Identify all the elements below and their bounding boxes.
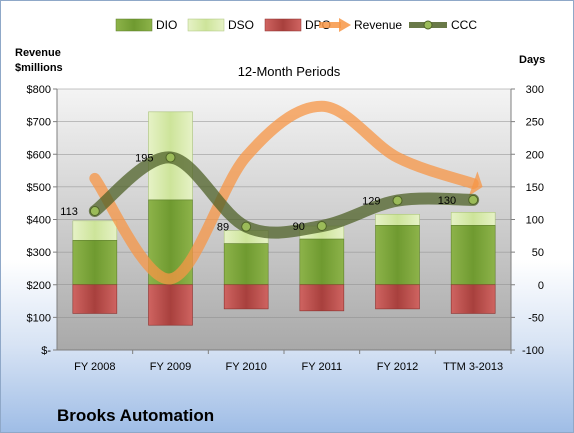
ccc-data-label: 113: [60, 206, 78, 218]
x-tick-label: TTM 3-2013: [443, 361, 503, 373]
x-axis: FY 2008 FY 2009 FY 2010 FY 2011 FY 2012 TTM 3…: [57, 349, 512, 373]
right-tick-label: 0: [538, 280, 544, 292]
right-tick-label: -100: [522, 345, 544, 357]
ccc-point: [89, 206, 100, 217]
dpo-bar: [375, 284, 420, 310]
right-tick-label: 300: [526, 84, 544, 96]
left-tick-label: $200: [27, 280, 51, 292]
left-axis-label-line1: Revenue: [15, 47, 61, 59]
ccc-series: 113 195 89 90 129 130: [60, 151, 480, 239]
left-axis-label-line2: $millions: [15, 62, 63, 74]
left-axis: $- $100 $200 $300 $400 $500 $600 $700 $800: [27, 84, 58, 357]
ccc-data-label: 90: [293, 221, 305, 233]
x-tick-label: FY 2011: [302, 361, 343, 373]
right-tick-label: 100: [526, 215, 544, 227]
left-tick-label: $800: [27, 84, 51, 96]
ccc-data-label: 195: [135, 153, 153, 165]
legend-label-dpo: DPO: [305, 18, 331, 32]
dio-bar: [375, 225, 420, 286]
left-tick-label: $700: [27, 117, 51, 129]
left-tick-label: $600: [27, 149, 51, 161]
dio-bar: [72, 240, 118, 286]
right-tick-label: 150: [526, 182, 544, 194]
ccc-data-label: 129: [362, 196, 380, 208]
dso-bar: [375, 213, 420, 226]
dpo-bar: [299, 284, 345, 312]
legend-swatch-revenue: [319, 18, 351, 32]
ccc-data-label: 130: [438, 195, 456, 207]
left-tick-label: $500: [27, 182, 51, 194]
dpo-bar: [450, 284, 496, 314]
right-tick-label: 250: [526, 117, 544, 129]
chart-title: 12-Month Periods: [238, 64, 341, 79]
revenue-arrowhead: [468, 171, 483, 196]
right-axis: -100 -50 0 50 100 150 200 250 300: [510, 84, 544, 357]
ccc-data-label: 89: [217, 222, 229, 234]
dpo-bar: [72, 284, 118, 314]
legend-swatch-dio: [115, 18, 153, 32]
company-name: Brooks Automation: [57, 406, 215, 425]
legend-swatch-ccc: [409, 20, 447, 30]
x-tick-label: FY 2010: [225, 361, 266, 373]
legend: DIO DSO DPO Revenue CCC: [115, 18, 477, 32]
legend-label-revenue: Revenue: [354, 18, 402, 32]
left-tick-label: $400: [27, 215, 51, 227]
x-tick-label: FY 2012: [377, 361, 418, 373]
legend-label-dso: DSO: [228, 18, 254, 32]
legend-swatch-dso: [187, 18, 225, 32]
ccc-point: [468, 194, 479, 205]
left-tick-label: $-: [41, 345, 51, 357]
dio-bar: [223, 243, 269, 286]
left-tick-label: $100: [27, 312, 51, 324]
dso-bar: [72, 220, 118, 241]
dpo-bar: [223, 284, 269, 310]
dio-bar: [450, 225, 496, 286]
dio-bar: [299, 238, 345, 286]
right-axis-label: Days: [519, 54, 545, 66]
revenue-line: [89, 100, 479, 285]
legend-swatch-dpo: [264, 18, 302, 32]
legend-label-ccc: CCC: [451, 18, 477, 32]
right-tick-label: 200: [526, 149, 544, 161]
left-tick-label: $300: [27, 247, 51, 259]
x-tick-label: FY 2009: [150, 361, 191, 373]
ccc-point: [165, 152, 176, 163]
revenue-series: [89, 100, 483, 285]
dso-bar: [450, 212, 496, 226]
right-tick-label: 50: [532, 247, 544, 259]
dpo-bar: [148, 284, 193, 326]
ccc-point: [392, 195, 403, 206]
right-tick-label: -50: [528, 312, 544, 324]
bars: [72, 111, 496, 326]
ccc-point: [241, 221, 252, 232]
x-tick-label: FY 2008: [74, 361, 115, 373]
legend-label-dio: DIO: [156, 18, 177, 32]
ccc-point: [316, 221, 327, 232]
